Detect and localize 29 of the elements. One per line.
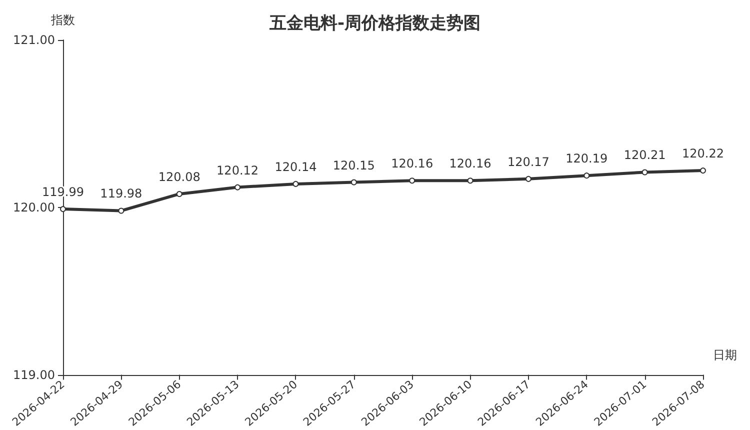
data-label: 120.22 [682, 146, 724, 161]
point [234, 184, 241, 190]
chart-title: 五金电料-周价格指数走势图 [268, 14, 481, 34]
point [525, 176, 532, 182]
data-label: 120.19 [566, 152, 608, 166]
data-label: 120.12 [216, 163, 259, 178]
data-label: 120.16 [391, 156, 434, 171]
x-axis-title: 日期 [713, 348, 737, 362]
y-axis-title: 指数 [50, 13, 75, 27]
point [584, 172, 590, 179]
point [700, 168, 706, 174]
data-label: 120.17 [507, 154, 550, 169]
point [409, 178, 416, 184]
point [176, 190, 182, 197]
data-label: 119.98 [100, 186, 142, 201]
data-label: 120.08 [158, 170, 200, 184]
point [467, 178, 474, 184]
point [118, 208, 124, 214]
data-label: 120.16 [449, 156, 492, 171]
y-tick-label: 119.00 [13, 368, 55, 382]
point [350, 179, 357, 186]
point [60, 206, 66, 212]
data-label: 120.14 [274, 160, 317, 174]
data-label: 120.21 [624, 148, 666, 162]
y-tick-label: 121.00 [13, 33, 55, 47]
point [642, 169, 648, 176]
point [292, 180, 299, 187]
data-label: 120.15 [332, 158, 375, 172]
y-tick-label: 120.00 [13, 200, 55, 214]
